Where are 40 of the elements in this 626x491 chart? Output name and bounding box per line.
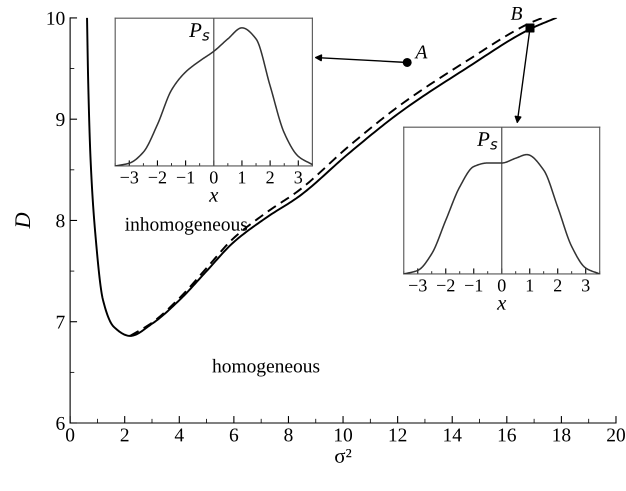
x-tick-label: 16 <box>498 428 516 442</box>
x-tick-label: 3 <box>294 171 302 184</box>
x-tick-label: 10 <box>335 428 352 442</box>
y-axis-title: P$_{s}$ <box>189 23 210 41</box>
x-tick-label: 3 <box>582 279 590 292</box>
annotation: homogeneous <box>212 358 320 377</box>
x-tick-label: −3 <box>409 279 427 292</box>
annotation: A <box>414 45 428 58</box>
y-tick-label: 9 <box>56 113 64 126</box>
x-axis-title: σ² <box>335 448 352 463</box>
x-tick-label: −3 <box>120 171 138 184</box>
y-tick-label: 8 <box>56 214 65 228</box>
x-tick-label: 2 <box>266 171 274 184</box>
y-tick-label: 7 <box>56 316 65 328</box>
x-tick-label: 0 <box>66 428 74 442</box>
x-tick-label: 1 <box>526 279 534 292</box>
x-tick-label: 2 <box>554 279 562 292</box>
x-tick-label: −1 <box>465 279 482 292</box>
x-tick-label: −2 <box>437 279 454 292</box>
x-axis-title: x <box>208 192 218 202</box>
x-tick-label: 6 <box>230 428 238 442</box>
x-tick-label: −2 <box>148 171 166 184</box>
x-tick-label: 8 <box>284 428 293 442</box>
annotation: B <box>510 6 522 20</box>
x-tick-label: 4 <box>174 428 184 442</box>
x-tick-label: 12 <box>390 428 406 442</box>
y-tick-label: 6 <box>56 416 65 430</box>
x-tick-label: 0 <box>210 171 218 184</box>
x-tick-label: −1 <box>176 171 194 184</box>
y-axis-title: D <box>15 212 30 229</box>
annotation: inhomogeneous <box>125 217 248 235</box>
x-tick-label: 0 <box>498 279 506 292</box>
x-tick-label: 1 <box>239 171 246 184</box>
x-tick-label: 2 <box>120 428 128 442</box>
x-tick-label: 14 <box>444 428 462 442</box>
x-tick-label: 20 <box>607 428 625 442</box>
x-tick-label: 18 <box>553 428 570 442</box>
x-axis-title: x <box>496 300 506 310</box>
y-axis-title: P$_{s}$ <box>477 132 498 150</box>
y-tick-label: 10 <box>48 12 65 25</box>
